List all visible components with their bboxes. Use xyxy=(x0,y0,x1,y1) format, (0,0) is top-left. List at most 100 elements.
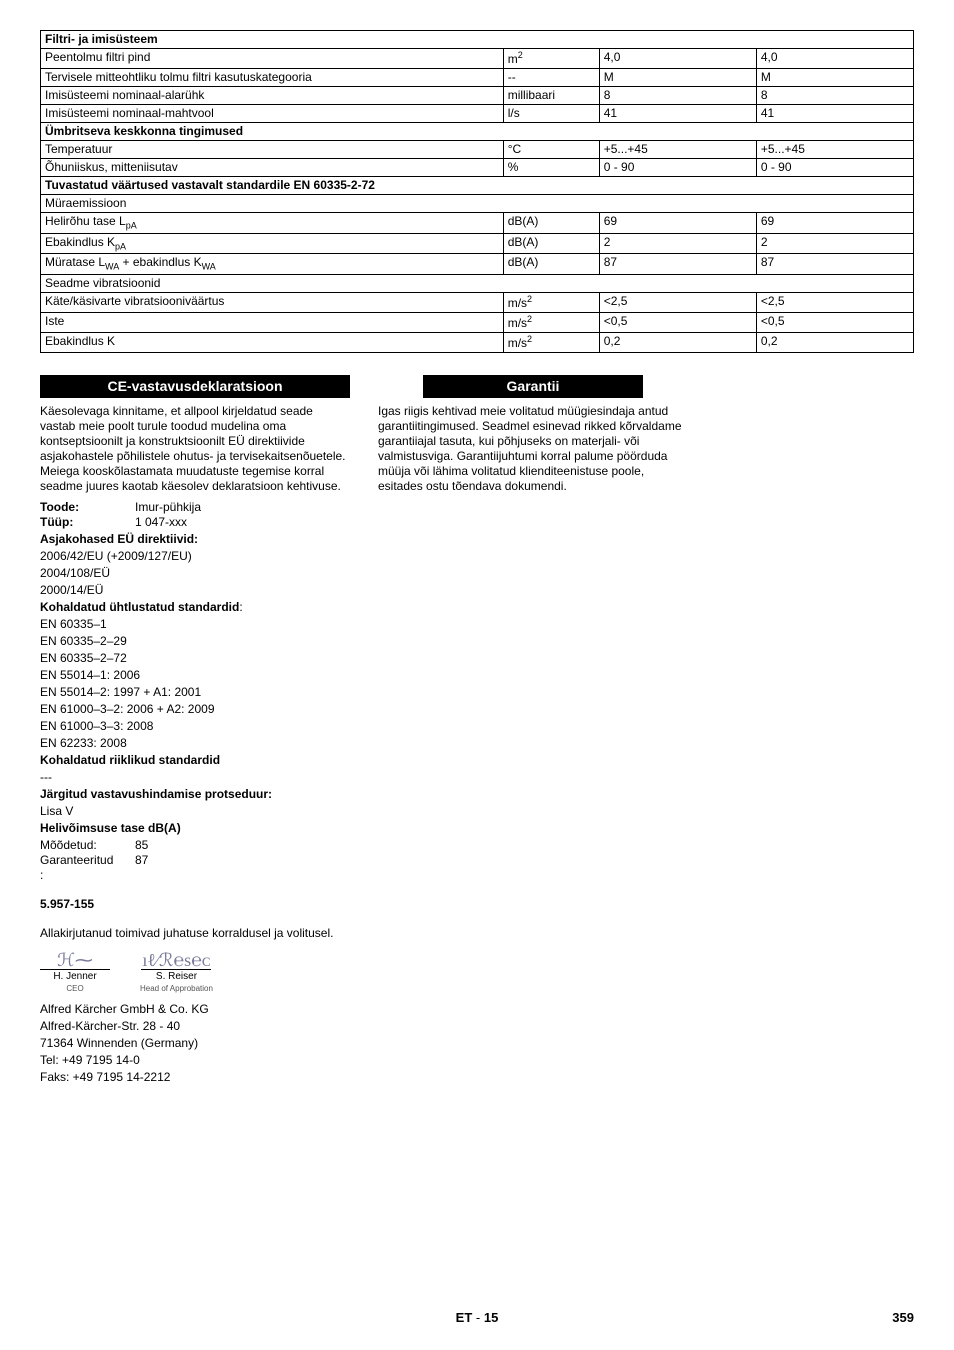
list-item: Alfred Kärcher GmbH & Co. KG xyxy=(40,1002,350,1017)
list-item: EN 55014–1: 2006 xyxy=(40,668,350,683)
signature-scribble: ıℓ⁄ℛ℮ѕ℮ᴄ xyxy=(142,951,210,969)
table-row: Käte/käsivarte vibratsiooniväärtusm/s2 <2… xyxy=(41,292,914,312)
table-cell: 0 - 90 xyxy=(756,159,913,177)
ce-paragraph: Käesolevaga kinnitame, et allpool kirjel… xyxy=(40,404,350,494)
list-item: EN 60335–2–29 xyxy=(40,634,350,649)
table-cell: 4,0 xyxy=(756,49,913,69)
table-cell: % xyxy=(503,159,599,177)
table-cell: M xyxy=(756,69,913,87)
procedure-val: Lisa V xyxy=(40,804,350,819)
table-cell: <2,5 xyxy=(756,292,913,312)
table-cell: Helirõhu tase LpA xyxy=(41,213,504,234)
table-cell: m/s2 xyxy=(503,292,599,312)
table-cell: Müratase LWA + ebakindlus KWA xyxy=(41,254,504,275)
table-row: Õhuniiskus, mitteniisutav%0 - 900 - 90 xyxy=(41,159,914,177)
table-row: Imisüsteemi nominaal-alarühkmillibaari88 xyxy=(41,87,914,105)
table-cell: Tervisele mitteohtliku tolmu filtri kasu… xyxy=(41,69,504,87)
table-row: Helirõhu tase LpAdB(A)6969 xyxy=(41,213,914,234)
content-columns: CE-vastavusdeklaratsioon Käesolevaga kin… xyxy=(40,375,914,1087)
table-cell: 87 xyxy=(599,254,756,275)
table-row: Peentolmu filtri pindm24,04,0 xyxy=(41,49,914,69)
list-item: 71364 Winnenden (Germany) xyxy=(40,1036,350,1051)
sig2-role: Head of Approbation xyxy=(140,984,213,994)
garantii-paragraph: Igas riigis kehtivad meie volitatud müüg… xyxy=(378,404,688,494)
table-row: Ebakindlus KpAdB(A)22 xyxy=(41,233,914,254)
footer-center: ET - 15 xyxy=(0,1310,954,1326)
table-row: Müratase LWA + ebakindlus KWAdB(A)8787 xyxy=(41,254,914,275)
table-cell: +5...+45 xyxy=(756,141,913,159)
table-section-header: Filtri- ja imisüsteem xyxy=(41,31,914,49)
list-item: Tel: +49 7195 14-0 xyxy=(40,1053,350,1068)
table-section-header: Ümbritseva keskkonna tingimused xyxy=(41,123,914,141)
table-cell: l/s xyxy=(503,105,599,123)
table-cell: Iste xyxy=(41,312,504,332)
sig1-name: H. Jenner xyxy=(40,969,110,984)
table-row: Imisüsteemi nominaal-mahtvooll/s4141 xyxy=(41,105,914,123)
table-cell: m/s2 xyxy=(503,332,599,352)
page-footer: ET - 15 359 xyxy=(0,1310,954,1326)
table-row: Tervisele mitteohtliku tolmu filtri kasu… xyxy=(41,69,914,87)
table-cell: Peentolmu filtri pind xyxy=(41,49,504,69)
list-item: EN 61000–3–3: 2008 xyxy=(40,719,350,734)
list-item: Faks: +49 7195 14-2212 xyxy=(40,1070,350,1085)
table-cell: dB(A) xyxy=(503,254,599,275)
table-cell: Seadme vibratsioonid xyxy=(41,274,914,292)
table-row: Temperatuur°C+5...+45+5...+45 xyxy=(41,141,914,159)
table-cell: 0,2 xyxy=(756,332,913,352)
directives-title: Asjakohased EÜ direktiivid: xyxy=(40,532,350,547)
table-cell: 2 xyxy=(756,233,913,254)
table-cell: 8 xyxy=(599,87,756,105)
list-item: Alfred-Kärcher-Str. 28 - 40 xyxy=(40,1019,350,1034)
list-item: EN 62233: 2008 xyxy=(40,736,350,751)
table-row: Ebakindlus Km/s20,20,2 xyxy=(41,332,914,352)
table-cell: 0 - 90 xyxy=(599,159,756,177)
table-cell: 4,0 xyxy=(599,49,756,69)
national-val: --- xyxy=(40,770,350,785)
measured-key: Mõõdetud: xyxy=(40,838,135,853)
table-section-header: Tuvastatud väärtused vastavalt standardi… xyxy=(41,177,914,195)
sig2-name: S. Reiser xyxy=(141,969,211,984)
table-cell: Temperatuur xyxy=(41,141,504,159)
table-cell: 41 xyxy=(599,105,756,123)
table-cell: millibaari xyxy=(503,87,599,105)
table-cell: 8 xyxy=(756,87,913,105)
guaranteed-val: 87 xyxy=(135,853,148,883)
product-val: Imur-pühkija xyxy=(135,500,201,515)
table-cell: 2 xyxy=(599,233,756,254)
signatures: ℋ⁓ H. Jenner CEO ıℓ⁄ℛ℮ѕ℮ᴄ S. Reiser Head… xyxy=(40,951,350,994)
table-cell: °C xyxy=(503,141,599,159)
table-cell: +5...+45 xyxy=(599,141,756,159)
garantii-column: Garantii Igas riigis kehtivad meie volit… xyxy=(378,375,688,1087)
table-cell: 87 xyxy=(756,254,913,275)
list-item: 2000/14/EÜ xyxy=(40,583,350,598)
sig1-role: CEO xyxy=(66,984,83,994)
standards-list: EN 60335–1EN 60335–2–29EN 60335–2–72EN 5… xyxy=(40,617,350,751)
ce-title: CE-vastavusdeklaratsioon xyxy=(40,375,350,399)
table-cell: 69 xyxy=(756,213,913,234)
guaranteed-key: Garanteeritud: xyxy=(40,853,135,883)
table-cell: dB(A) xyxy=(503,233,599,254)
table-cell: Käte/käsivarte vibratsiooniväärtus xyxy=(41,292,504,312)
table-cell: Ebakindlus K xyxy=(41,332,504,352)
table-row: Müraemissioon xyxy=(41,195,914,213)
sound-title: Helivõimsuse tase dB(A) xyxy=(40,821,350,836)
measured-val: 85 xyxy=(135,838,148,853)
table-cell: M xyxy=(599,69,756,87)
table-cell: 0,2 xyxy=(599,332,756,352)
table-row: Seadme vibratsioonid xyxy=(41,274,914,292)
table-cell: Õhuniiskus, mitteniisutav xyxy=(41,159,504,177)
garantii-title: Garantii xyxy=(423,375,643,399)
product-key: Toode: xyxy=(40,500,135,515)
national-title: Kohaldatud riiklikud standardid xyxy=(40,753,350,768)
procedure-title: Järgitud vastavushindamise protseduur: xyxy=(40,787,350,802)
spec-table: Filtri- ja imisüsteemPeentolmu filtri pi… xyxy=(40,30,914,353)
list-item: 2006/42/EU (+2009/127/EU) xyxy=(40,549,350,564)
list-item: EN 61000–3–2: 2006 + A2: 2009 xyxy=(40,702,350,717)
table-cell: Imisüsteemi nominaal-alarühk xyxy=(41,87,504,105)
table-cell: <0,5 xyxy=(599,312,756,332)
signature-2: ıℓ⁄ℛ℮ѕ℮ᴄ S. Reiser Head of Approbation xyxy=(140,951,213,994)
sign-intro: Allakirjutanud toimivad juhatuse korrald… xyxy=(40,926,350,941)
type-val: 1 047-xxx xyxy=(135,515,187,530)
signature-1: ℋ⁓ H. Jenner CEO xyxy=(40,951,110,994)
table-cell: Müraemissioon xyxy=(41,195,914,213)
